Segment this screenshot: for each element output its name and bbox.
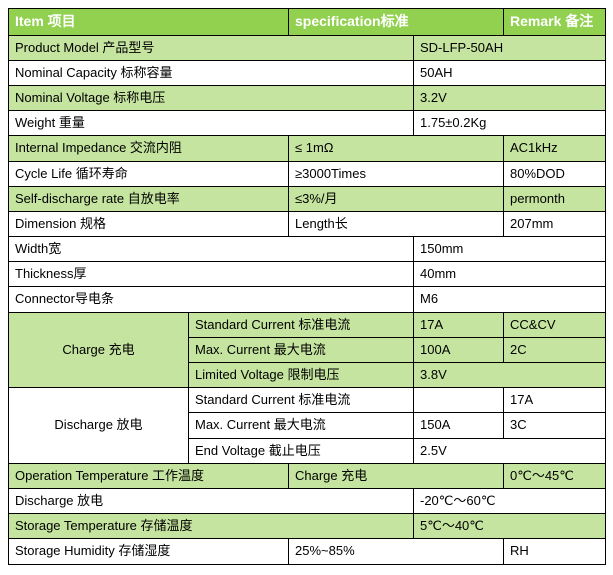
label-storage-humidity: Storage Humidity 存储湿度 [9,539,289,564]
value-charge-std-current: 17A [414,312,504,337]
row-weight: Weight 重量 1.75±0.2Kg [9,111,606,136]
remark-cycle-life: 80%DOD [504,161,606,186]
remark-dimension: 207mm [504,211,606,236]
table-header-row: Item 项目 specification标准 Remark 备注 [9,9,606,36]
header-remark: Remark 备注 [504,9,606,36]
label-self-discharge: Self-discharge rate 自放电率 [9,186,289,211]
row-dimension: Dimension 规格 Length长 207mm [9,211,606,236]
row-cycle-life: Cycle Life 循环寿命 ≥3000Times 80%DOD [9,161,606,186]
label-nominal-voltage: Nominal Voltage 标称电压 [9,85,414,110]
row-nominal-capacity: Nominal Capacity 标称容量 50AH [9,60,606,85]
label-discharge-std-current: Standard Current 标准电流 [189,388,414,413]
value-charge-max-current: 100A [414,337,504,362]
label-weight: Weight 重量 [9,111,414,136]
empty-cell [414,388,504,413]
header-spec: specification标准 [289,9,504,36]
value-discharge-max-current: 150A [414,413,504,438]
label-product-model: Product Model 产品型号 [9,35,414,60]
row-charge-std: Charge 充电 Standard Current 标准电流 17A CC&C… [9,312,606,337]
spec-table: Item 项目 specification标准 Remark 备注 Produc… [8,8,606,565]
label-dimension: Dimension 规格 [9,211,289,236]
remark-internal-impedance: AC1kHz [504,136,606,161]
row-width: Width宽 150mm [9,237,606,262]
row-storage-humidity: Storage Humidity 存储湿度 25%~85% RH [9,539,606,564]
row-storage-temp: Storage Temperature 存储温度 5℃～40℃ [9,514,606,539]
label-nominal-capacity: Nominal Capacity 标称容量 [9,60,414,85]
spec-self-discharge: ≤3%/月 [289,186,504,211]
row-discharge-temp: Discharge 放电 -20℃～60℃ [9,488,606,513]
label-thickness: Thickness厚 [9,262,414,287]
row-internal-impedance: Internal Impedance 交流内阻 ≤ 1mΩ AC1kHz [9,136,606,161]
value-charge-limited-voltage: 3.8V [414,363,606,388]
value-nominal-capacity: 50AH [414,60,606,85]
remark-self-discharge: permonth [504,186,606,211]
value-width: 150mm [414,237,606,262]
value-nominal-voltage: 3.2V [414,85,606,110]
label-op-temp: Operation Temperature 工作温度 [9,463,289,488]
remark-discharge-max-current: 3C [504,413,606,438]
label-discharge-max-current: Max. Current 最大电流 [189,413,414,438]
label-discharge-temp: Discharge 放电 [9,488,414,513]
header-item: Item 项目 [9,9,289,36]
row-connector: Connector导电条 M6 [9,287,606,312]
remark-storage-humidity: RH [504,539,606,564]
row-thickness: Thickness厚 40mm [9,262,606,287]
spec-cycle-life: ≥3000Times [289,161,504,186]
label-discharge-end-voltage: End Voltage 截止电压 [189,438,414,463]
label-charge-std-current: Standard Current 标准电流 [189,312,414,337]
label-charge-limited-voltage: Limited Voltage 限制电压 [189,363,414,388]
spec-dimension: Length长 [289,211,504,236]
label-charge: Charge 充电 [9,312,189,388]
remark-charge-std-current: CC&CV [504,312,606,337]
label-discharge: Discharge 放电 [9,388,189,464]
value-op-temp: 0℃～45℃ [504,463,606,488]
value-storage-temp: 5℃～40℃ [414,514,606,539]
value-discharge-temp: -20℃～60℃ [414,488,606,513]
label-internal-impedance: Internal Impedance 交流内阻 [9,136,289,161]
value-discharge-std-current: 17A [504,388,606,413]
value-thickness: 40mm [414,262,606,287]
label-cycle-life: Cycle Life 循环寿命 [9,161,289,186]
label-storage-temp: Storage Temperature 存储温度 [9,514,414,539]
value-connector: M6 [414,287,606,312]
row-discharge-std: Discharge 放电 Standard Current 标准电流 17A [9,388,606,413]
value-weight: 1.75±0.2Kg [414,111,606,136]
row-product-model: Product Model 产品型号 SD-LFP-50AH [9,35,606,60]
label-connector: Connector导电条 [9,287,414,312]
spec-storage-humidity: 25%~85% [289,539,504,564]
row-nominal-voltage: Nominal Voltage 标称电压 3.2V [9,85,606,110]
value-product-model: SD-LFP-50AH [414,35,606,60]
spec-internal-impedance: ≤ 1mΩ [289,136,504,161]
sub-op-temp: Charge 充电 [289,463,504,488]
row-self-discharge: Self-discharge rate 自放电率 ≤3%/月 permonth [9,186,606,211]
remark-charge-max-current: 2C [504,337,606,362]
value-discharge-end-voltage: 2.5V [414,438,606,463]
label-charge-max-current: Max. Current 最大电流 [189,337,414,362]
label-width: Width宽 [9,237,414,262]
row-op-temp: Operation Temperature 工作温度 Charge 充电 0℃～… [9,463,606,488]
